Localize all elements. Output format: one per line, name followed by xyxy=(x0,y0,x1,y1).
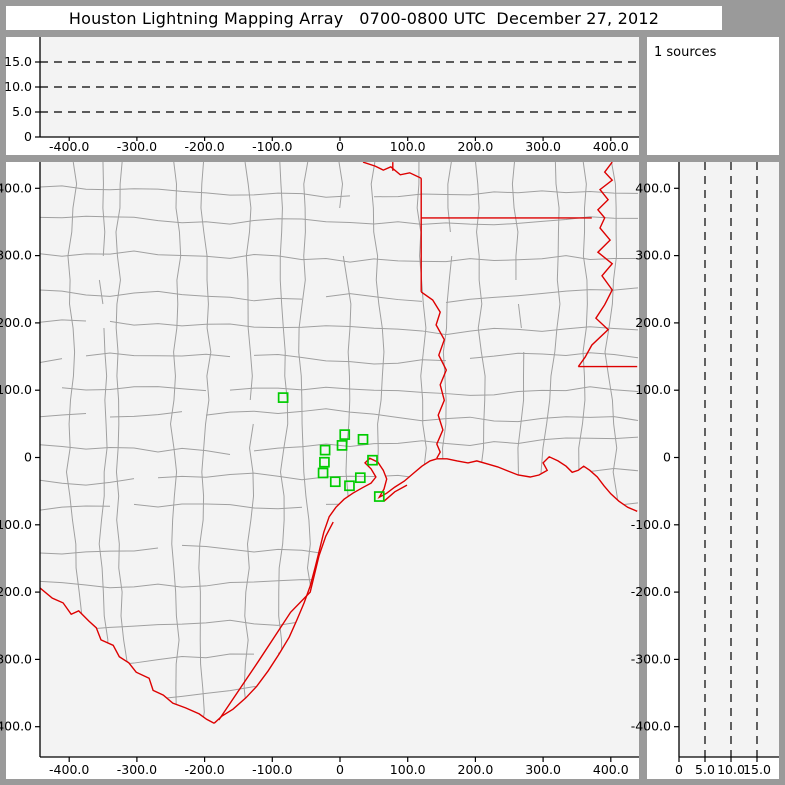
tick-label: 400.0 xyxy=(593,762,629,777)
tick-label: -100.0 xyxy=(0,517,32,532)
tick-label: -300.0 xyxy=(0,651,32,666)
station-marker xyxy=(339,429,351,440)
tick-label: 300.0 xyxy=(525,139,561,154)
station-marker xyxy=(367,454,378,466)
gulf-coast xyxy=(213,455,638,724)
state-borders xyxy=(40,162,638,724)
tick-label: 100.0 xyxy=(0,382,32,397)
map-layers xyxy=(40,162,639,757)
tick-label: 300.0 xyxy=(525,762,561,777)
title-bar: Houston Lightning Mapping Array 0700-080… xyxy=(6,6,722,30)
tick-label: -200.0 xyxy=(184,762,224,777)
station-marker xyxy=(336,440,348,451)
tick-label: 0 xyxy=(24,450,32,465)
tick-label: 200.0 xyxy=(635,315,671,330)
tick-label: 100.0 xyxy=(390,139,426,154)
tick-label: 200.0 xyxy=(458,139,494,154)
tick-label: 0 xyxy=(24,129,32,144)
tick-label: -400.0 xyxy=(49,762,89,777)
tick-label: 300.0 xyxy=(635,248,671,263)
tick-label: -200.0 xyxy=(184,139,224,154)
lma-stations xyxy=(277,392,385,502)
tick-label: -400.0 xyxy=(631,719,671,734)
tick-label: 15.0 xyxy=(743,762,771,777)
tick-label: 0 xyxy=(336,762,344,777)
sources-count-label: 1 sources xyxy=(654,45,717,60)
tick-label: -300.0 xyxy=(117,762,157,777)
station-marker xyxy=(354,472,366,484)
station-marker xyxy=(357,433,369,445)
sabine-river xyxy=(420,291,448,459)
tick-label: -100.0 xyxy=(631,517,671,532)
mississippi-river xyxy=(577,162,614,368)
tick-label: 300.0 xyxy=(0,248,32,263)
tick-label: 0 xyxy=(675,762,683,777)
tick-label: 0 xyxy=(336,139,344,154)
rio-grande xyxy=(40,587,215,724)
tick-label: -200.0 xyxy=(631,584,671,599)
tick-label: 100.0 xyxy=(390,762,426,777)
barrier-island-galveston xyxy=(383,484,408,502)
tick-label: -100.0 xyxy=(252,139,292,154)
station-marker xyxy=(319,456,330,468)
tick-label: 5.0 xyxy=(12,104,32,119)
tick-label: 15.0 xyxy=(4,54,32,69)
tick-label: 0 xyxy=(663,450,671,465)
tick-label: 200.0 xyxy=(458,762,494,777)
station-marker xyxy=(277,392,289,403)
right-plot-area[interactable] xyxy=(679,162,779,757)
top-panel-gridlines xyxy=(40,61,639,113)
station-marker xyxy=(344,480,355,492)
tick-label: 400.0 xyxy=(635,180,671,195)
red-river xyxy=(362,162,422,179)
tick-label: 10.0 xyxy=(4,79,32,94)
station-marker xyxy=(317,467,329,479)
tick-label: 5.0 xyxy=(695,762,715,777)
station-marker xyxy=(329,476,341,488)
tick-label: 200.0 xyxy=(0,315,32,330)
station-marker xyxy=(319,444,331,456)
tick-labels: 05.010.015.0-400.0 -300.0 -200.0 -100.0 0 100… xyxy=(0,54,771,777)
tick-label: -100.0 xyxy=(252,762,292,777)
tick-label: 400.0 xyxy=(0,180,32,195)
tick-label: -200.0 xyxy=(0,584,32,599)
tick-label: -400.0 xyxy=(49,139,89,154)
tick-label: 10.0 xyxy=(717,762,745,777)
water-mask xyxy=(40,456,639,757)
tick-marks xyxy=(35,61,758,762)
window-title: Houston Lightning Mapping Array 0700-080… xyxy=(68,8,660,28)
sources-panel[interactable]: 1 sources xyxy=(647,37,779,155)
station-marker xyxy=(373,491,385,502)
tick-label: -300.0 xyxy=(117,139,157,154)
tick-label: -400.0 xyxy=(0,719,32,734)
tick-label: 100.0 xyxy=(635,382,671,397)
barrier-island-south xyxy=(218,521,334,721)
right-panel-gridlines xyxy=(704,162,758,757)
tick-label: 400.0 xyxy=(593,139,629,154)
tick-label: -300.0 xyxy=(631,651,671,666)
